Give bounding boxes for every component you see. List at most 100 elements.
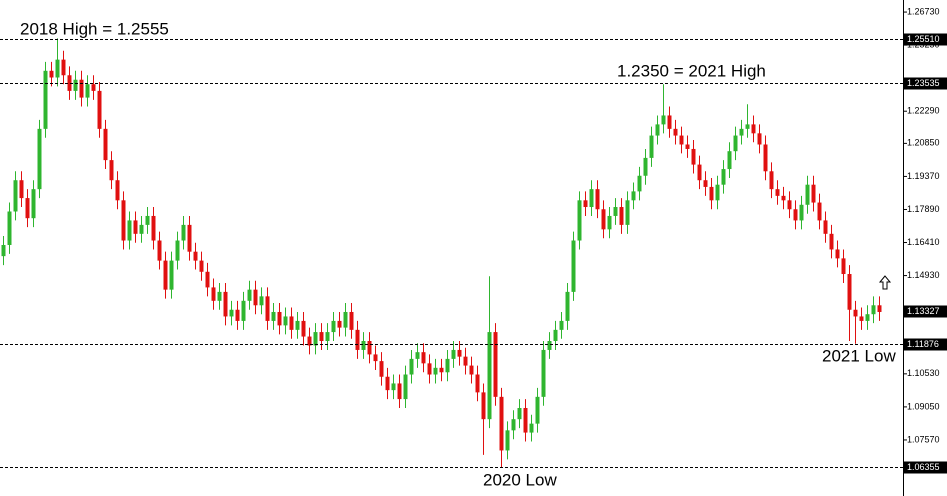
candle-body bbox=[427, 363, 432, 375]
candle-body bbox=[193, 251, 198, 261]
candle-body bbox=[541, 349, 546, 397]
candle-body bbox=[127, 220, 132, 241]
candle-body bbox=[475, 374, 480, 393]
candle-body bbox=[859, 316, 864, 321]
candle-body bbox=[709, 186, 714, 201]
candle-body bbox=[301, 320, 306, 337]
candle-body bbox=[235, 309, 240, 321]
candle-body bbox=[607, 215, 612, 230]
candle-body bbox=[559, 320, 564, 330]
candle-body bbox=[79, 79, 84, 98]
candle-body bbox=[529, 423, 534, 433]
candle-body bbox=[109, 160, 114, 181]
y-tick-label: 1.10530 bbox=[907, 368, 940, 378]
candle-body bbox=[595, 189, 600, 210]
candle-body bbox=[511, 419, 516, 431]
candle-body bbox=[721, 169, 726, 185]
candle-body bbox=[337, 320, 342, 328]
candle-body bbox=[715, 184, 720, 201]
candle-body bbox=[163, 260, 168, 290]
candle-body bbox=[175, 240, 180, 261]
candle-body bbox=[703, 180, 708, 187]
candle-body bbox=[445, 358, 450, 373]
candle-body bbox=[853, 309, 858, 317]
candle-body bbox=[409, 358, 414, 375]
current-price-label: 1.13327 bbox=[907, 306, 940, 316]
candle-body bbox=[349, 311, 354, 330]
candle-body bbox=[223, 291, 228, 317]
candle-body bbox=[187, 224, 192, 252]
candle-body bbox=[793, 209, 798, 221]
candle-body bbox=[727, 151, 732, 170]
level-label: 1.25510 bbox=[907, 34, 940, 44]
y-tick-label: 1.26730 bbox=[907, 6, 940, 16]
candle-body bbox=[637, 175, 642, 192]
candle-body bbox=[481, 392, 486, 420]
candle-body bbox=[73, 79, 78, 91]
candle-body bbox=[67, 75, 72, 91]
candle-body bbox=[391, 383, 396, 391]
candle-body bbox=[865, 314, 870, 321]
candle-body bbox=[625, 200, 630, 225]
candle-body bbox=[817, 202, 822, 221]
candle-body bbox=[451, 349, 456, 359]
candle-body bbox=[553, 329, 558, 342]
candle-body bbox=[385, 376, 390, 391]
candle-body bbox=[751, 124, 756, 134]
candle-body bbox=[307, 336, 312, 346]
level-label-box bbox=[904, 338, 947, 351]
plot-area bbox=[1, 38, 882, 467]
y-tick-label: 1.17890 bbox=[907, 204, 940, 214]
candle-body bbox=[157, 240, 162, 261]
candle-body bbox=[397, 383, 402, 400]
candle-body bbox=[457, 349, 462, 357]
candle-body bbox=[589, 189, 594, 208]
y-tick-label: 1.07570 bbox=[907, 434, 940, 444]
candle-body bbox=[283, 316, 288, 326]
annotation: 2021 Low bbox=[822, 346, 896, 365]
level-label: 1.06355 bbox=[907, 462, 940, 472]
candle-body bbox=[121, 200, 126, 241]
candle-body bbox=[421, 352, 426, 364]
y-tick-label: 1.16410 bbox=[907, 237, 940, 247]
candle-body bbox=[1, 244, 6, 257]
candle-body bbox=[319, 332, 324, 342]
level-label: 1.11876 bbox=[907, 339, 939, 349]
candle-body bbox=[493, 332, 498, 397]
candle-body bbox=[415, 352, 420, 359]
candle-body bbox=[547, 341, 552, 350]
candle-body bbox=[91, 84, 96, 91]
candle-body bbox=[367, 341, 372, 355]
candle-body bbox=[673, 128, 678, 136]
candle-body bbox=[211, 287, 216, 301]
candle-body bbox=[103, 128, 108, 161]
candle-body bbox=[139, 224, 144, 234]
y-tick-label: 1.22290 bbox=[907, 106, 940, 116]
candle-body bbox=[49, 70, 54, 78]
candle-body bbox=[805, 184, 810, 205]
candle-body bbox=[583, 200, 588, 208]
candle-body bbox=[847, 274, 852, 310]
candle-body bbox=[661, 115, 666, 125]
candle-body bbox=[331, 320, 336, 333]
candle-body bbox=[613, 207, 618, 216]
candle-body bbox=[523, 408, 528, 433]
candle-body bbox=[469, 365, 474, 375]
candle-body bbox=[37, 128, 42, 190]
candle-body bbox=[151, 215, 156, 241]
candle-body bbox=[871, 305, 876, 315]
candle-body bbox=[811, 184, 816, 203]
candle-body bbox=[61, 59, 66, 76]
y-tick-label: 1.20850 bbox=[907, 138, 940, 148]
candle-body bbox=[217, 291, 222, 301]
candle-body bbox=[631, 191, 636, 201]
candle-body bbox=[835, 249, 840, 259]
candle-body bbox=[487, 332, 492, 420]
candle-body bbox=[799, 204, 804, 221]
candle-body bbox=[463, 356, 468, 366]
candle-body bbox=[43, 70, 48, 129]
candle-body bbox=[181, 224, 186, 241]
candle-body bbox=[373, 354, 378, 362]
